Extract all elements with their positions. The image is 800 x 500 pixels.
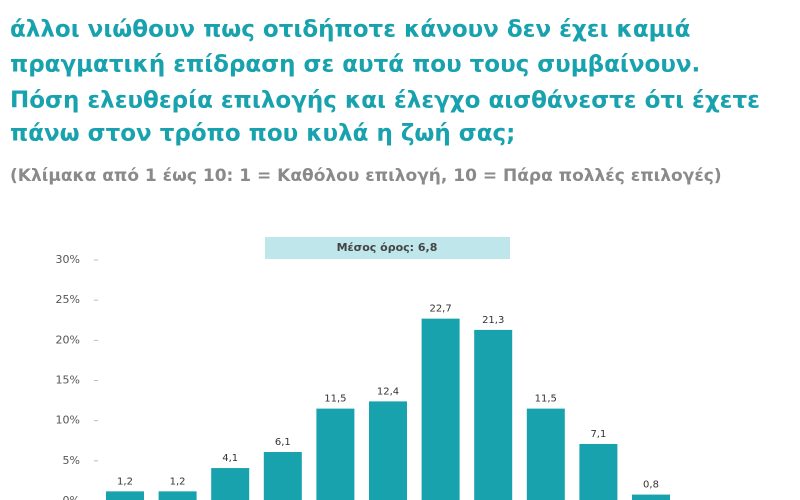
value-label: 1,2 bbox=[117, 476, 133, 487]
value-label: 22,7 bbox=[429, 304, 451, 315]
chart-title-line: πραγματική επίδραση σε αυτά που τους συμ… bbox=[10, 52, 700, 78]
bar bbox=[316, 408, 355, 500]
bar bbox=[106, 491, 144, 500]
chart-title-line: Πόση ελευθερία επιλογής και έλεγχο αισθά… bbox=[10, 88, 760, 114]
value-label: 21,3 bbox=[482, 315, 504, 326]
y-tick-label: 20% bbox=[56, 333, 80, 346]
value-label: 1,2 bbox=[170, 476, 186, 487]
bar bbox=[579, 443, 618, 500]
value-label: 7,1 bbox=[590, 429, 606, 440]
value-label: 4,1 bbox=[222, 453, 238, 464]
value-label: 6,1 bbox=[275, 437, 291, 448]
bar bbox=[211, 468, 250, 500]
bar bbox=[632, 494, 670, 500]
chart-title-line: άλλοι νιώθουν πως οτιδήποτε κάνουν δεν έ… bbox=[10, 17, 690, 43]
chart-subtitle: (Κλίμακα από 1 έως 10: 1 = Καθόλου επιλο… bbox=[10, 166, 722, 186]
bar bbox=[158, 491, 197, 500]
chart-title-line: πάνω στον τρόπο που κυλά η ζωή σας; bbox=[10, 121, 515, 147]
value-label: 11,5 bbox=[324, 394, 346, 405]
annotation-box bbox=[265, 237, 510, 259]
y-tick-label: 30% bbox=[56, 253, 80, 266]
bar bbox=[263, 451, 302, 500]
value-label: 11,5 bbox=[535, 394, 557, 405]
y-tick-label: 5% bbox=[63, 454, 80, 467]
annotation: Μέσος όρος: 6,8 bbox=[337, 241, 438, 254]
bar bbox=[474, 329, 513, 500]
y-tick-label: 0% bbox=[63, 494, 80, 500]
bar bbox=[369, 401, 407, 500]
y-tick-label: 25% bbox=[56, 293, 80, 306]
y-tick-label: 10% bbox=[56, 414, 80, 427]
value-label: 12,4 bbox=[377, 386, 399, 397]
value-label: 0,8 bbox=[643, 480, 659, 491]
y-tick-label: 15% bbox=[56, 374, 80, 387]
bar bbox=[421, 318, 460, 500]
bar bbox=[526, 408, 565, 500]
